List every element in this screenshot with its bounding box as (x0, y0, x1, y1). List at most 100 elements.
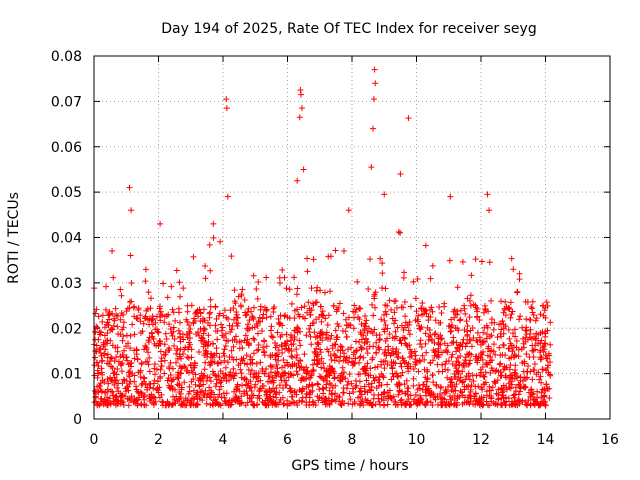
data-point (275, 347, 282, 354)
data-point (223, 390, 230, 397)
data-point (120, 376, 127, 383)
data-point (130, 304, 137, 311)
data-point (121, 347, 128, 354)
data-point (248, 308, 255, 315)
data-point (332, 341, 339, 348)
data-point (187, 402, 194, 409)
data-point (448, 354, 455, 361)
data-point (384, 335, 391, 342)
y-axis-label: ROTI / TECUs (6, 192, 22, 284)
data-point (470, 378, 477, 385)
data-point (190, 253, 197, 260)
data-point (479, 339, 486, 346)
data-point (408, 348, 415, 355)
data-point (177, 370, 184, 377)
data-point (452, 387, 459, 394)
y-tick-label: 0.04 (51, 231, 82, 247)
data-point (424, 375, 431, 382)
data-point (315, 381, 322, 388)
data-point (259, 315, 266, 322)
data-point (204, 342, 211, 349)
data-point (451, 314, 458, 321)
data-point (142, 342, 149, 349)
data-point (289, 354, 296, 361)
data-point (119, 351, 126, 358)
data-point (515, 391, 522, 398)
data-point (545, 350, 552, 357)
data-point (332, 247, 339, 254)
data-point (369, 356, 376, 363)
data-point (422, 389, 429, 396)
data-point (372, 80, 379, 87)
data-point (251, 324, 258, 331)
data-point (502, 323, 509, 330)
data-point (212, 304, 219, 311)
data-point (293, 291, 300, 298)
data-point (194, 329, 201, 336)
data-point (472, 397, 479, 404)
data-point (168, 378, 175, 385)
data-point (190, 320, 197, 327)
data-point (232, 370, 239, 377)
data-point (182, 364, 189, 371)
data-point (131, 313, 138, 320)
data-point (287, 400, 294, 407)
data-point (505, 395, 512, 402)
data-point (472, 256, 479, 263)
data-point (326, 387, 333, 394)
x-tick-label: 16 (601, 432, 619, 448)
data-point (271, 388, 278, 395)
data-point (447, 379, 454, 386)
data-point (285, 362, 292, 369)
data-point (276, 280, 283, 287)
data-point (159, 399, 166, 406)
data-point (147, 295, 154, 302)
data-point (255, 370, 262, 377)
data-point (228, 253, 235, 260)
data-point (506, 335, 513, 342)
data-point (299, 105, 306, 112)
data-point (456, 317, 463, 324)
data-point (110, 315, 117, 322)
data-point (283, 342, 290, 349)
data-point (368, 328, 375, 335)
data-point (406, 318, 413, 325)
data-point (378, 381, 385, 388)
data-point (140, 374, 147, 381)
data-point (168, 330, 175, 337)
data-point (421, 401, 428, 408)
data-point (441, 303, 448, 310)
data-point (367, 256, 374, 263)
data-point (457, 316, 464, 323)
data-point (533, 315, 540, 322)
data-point (210, 234, 217, 241)
data-point (109, 388, 116, 395)
data-point (525, 362, 532, 369)
data-point (244, 361, 251, 368)
data-point (281, 400, 288, 407)
data-point (221, 352, 228, 359)
data-point (273, 401, 280, 408)
data-point (391, 320, 398, 327)
data-point (212, 383, 219, 390)
data-point (233, 386, 240, 393)
data-point (238, 303, 245, 310)
data-point (287, 337, 294, 344)
data-point (197, 378, 204, 385)
data-point (205, 390, 212, 397)
data-point (506, 345, 513, 352)
data-point (394, 402, 401, 409)
data-point (521, 383, 528, 390)
data-point (203, 400, 210, 407)
data-point (206, 374, 213, 381)
data-point (286, 286, 293, 293)
data-point (146, 321, 153, 328)
data-point (376, 336, 383, 343)
data-point (415, 400, 422, 407)
data-point (313, 299, 320, 306)
data-point (429, 402, 436, 409)
data-point (454, 369, 461, 376)
data-point (296, 364, 303, 371)
data-point (157, 220, 164, 227)
data-point (117, 316, 124, 323)
